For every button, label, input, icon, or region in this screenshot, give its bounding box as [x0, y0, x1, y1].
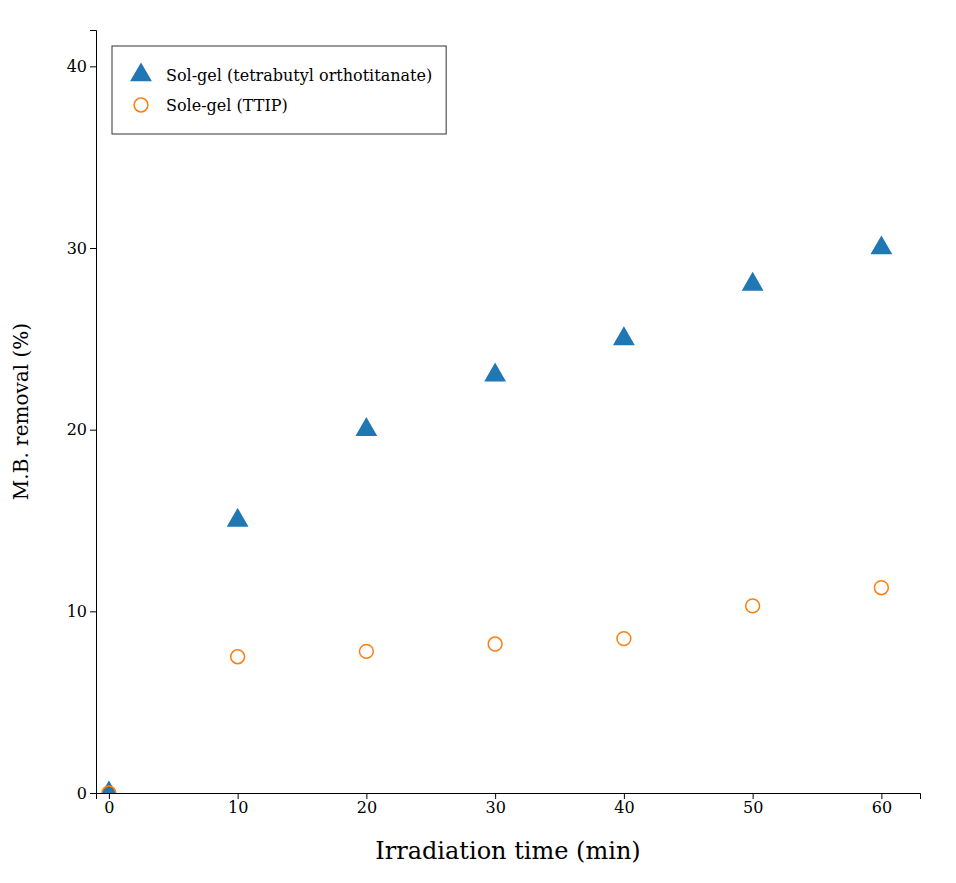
tick-label: 60 [872, 798, 892, 817]
tick: 40 [67, 57, 96, 76]
point [359, 644, 373, 658]
point [231, 650, 245, 664]
tick: 40 [614, 793, 634, 817]
y-axis-title: M.B. removal (%) [9, 323, 33, 500]
tick-label: 10 [67, 602, 87, 621]
tick: 50 [743, 793, 763, 817]
point [872, 237, 891, 254]
tick-mark [90, 248, 96, 249]
legend-symbol [131, 64, 150, 81]
tick: 60 [872, 793, 892, 817]
tick: 0 [104, 793, 114, 817]
legend-box [112, 46, 446, 134]
tick-label: 40 [614, 798, 634, 817]
point [874, 581, 888, 595]
tick-mark [90, 793, 96, 794]
tick-label: 0 [77, 784, 87, 803]
tick: 20 [67, 420, 96, 439]
tick: 0 [77, 784, 96, 803]
tick: 10 [228, 793, 248, 817]
tick-label: 0 [104, 798, 114, 817]
point [743, 273, 762, 290]
tick: 20 [357, 793, 377, 817]
axis-line [97, 794, 921, 800]
point [486, 364, 505, 381]
tick-label: 30 [67, 239, 87, 258]
tick-label: 20 [67, 420, 87, 439]
plot-area: 0 10 20 30 40 50 60 0 10 20 30 40 Sol-gel (tetrabuty… [67, 31, 921, 818]
series [99, 237, 891, 793]
tick-mark [90, 611, 96, 612]
legend: Sol-gel (tetrabutyl orthotitanate) Sole-g… [112, 46, 446, 134]
series [102, 581, 888, 793]
point [746, 599, 760, 613]
point [617, 632, 631, 646]
tick-label: 40 [67, 57, 87, 76]
x-axis-title: Irradiation time (min) [375, 837, 640, 865]
axis-line [90, 31, 97, 794]
legend-symbol [134, 98, 148, 112]
legend-label: Sole-gel (TTIP) [166, 96, 288, 115]
tick-label: 20 [357, 798, 377, 817]
point [102, 786, 116, 793]
tick-mark [90, 430, 96, 431]
tick-label: 10 [228, 798, 248, 817]
legend-label: Sol-gel (tetrabutyl orthotitanate) [166, 66, 432, 85]
tick-label: 30 [485, 798, 505, 817]
x-axis: 0 10 20 30 40 50 60 [97, 793, 921, 817]
tick: 30 [67, 239, 96, 258]
tick: 30 [485, 793, 505, 817]
tick: 10 [67, 602, 96, 621]
chart: 0 10 20 30 40 50 60 0 10 20 30 40 Sol-gel (tetrabuty… [0, 0, 956, 883]
tick-mark [90, 66, 96, 67]
point [614, 328, 633, 345]
y-axis: 0 10 20 30 40 [67, 31, 97, 803]
points [99, 237, 891, 793]
point [357, 419, 376, 436]
point [488, 637, 502, 651]
tick-label: 50 [743, 798, 763, 817]
point [228, 509, 247, 526]
